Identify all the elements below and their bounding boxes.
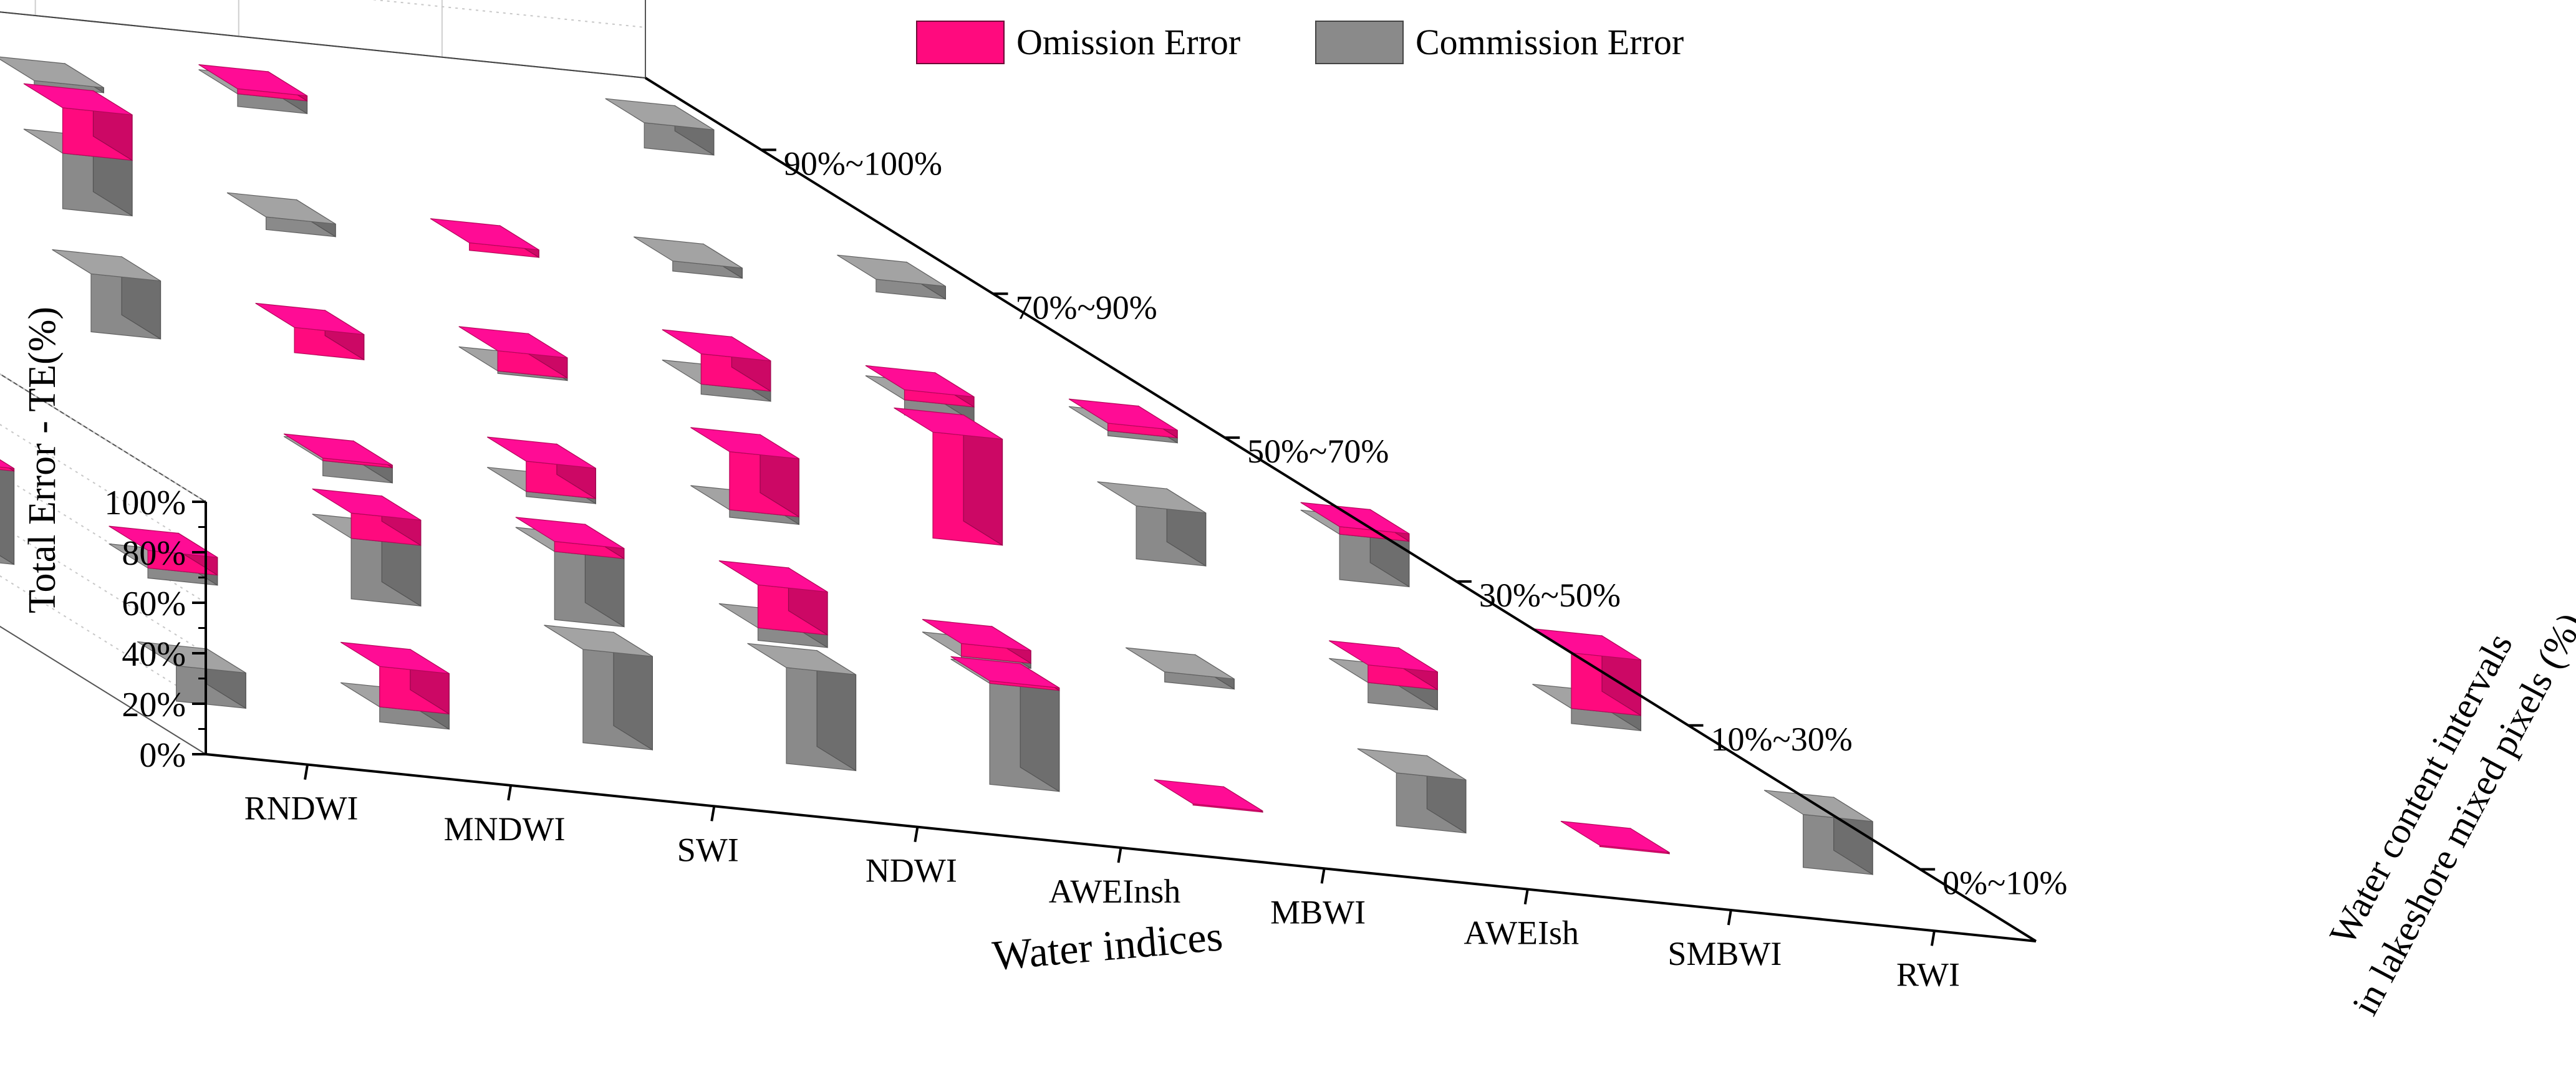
bar-omission-NDWI-2	[283, 433, 393, 469]
x-tick-label: RNDWI	[244, 790, 359, 827]
y-tick-label: 100%	[104, 484, 186, 522]
y-tick-label: 20%	[122, 686, 186, 724]
depth-tick-label: 0%~10%	[1942, 865, 2067, 902]
bar-omission-AWEIsh-4	[430, 218, 539, 259]
x-tick-label: RWI	[1896, 956, 1960, 993]
y-tick-label: 40%	[122, 635, 186, 674]
bar-omission-NDWI-1	[515, 517, 625, 560]
bar-omission-AWEIsh-3	[662, 329, 771, 392]
bar-commission-NDWI-3	[52, 249, 162, 340]
back-floor-line	[0, 11, 646, 79]
x-tick	[914, 827, 919, 842]
bar-omission-MBWI-0	[1154, 779, 1263, 813]
x-tick-label: MBWI	[1270, 893, 1366, 931]
x-tick	[710, 806, 716, 822]
bar-omission-SMBWI-3	[865, 365, 975, 408]
bar-commission-RWI-5	[605, 98, 715, 156]
bar-omission-AWEInsh-0	[950, 656, 1060, 691]
depth-tick-label: 90%~100%	[784, 145, 942, 182]
bar-commission-SWI-0	[544, 625, 654, 751]
y-axis-title: Total Error - TE(%)	[21, 307, 64, 613]
bar-commission-AWEIsh-0	[1357, 748, 1467, 834]
bar-omission-MNDWI-0	[340, 641, 450, 715]
bar-commission-RWI-4	[837, 254, 947, 300]
bar-omission-RWI-3	[1068, 398, 1178, 439]
bar-omission-RNDWI-1	[0, 459, 15, 472]
legend-item-omission: Omission Error	[916, 21, 1240, 64]
x-tick-label: NDWI	[866, 852, 957, 889]
bar-omission-SMBWI-0	[1560, 820, 1670, 855]
gridlines	[0, 0, 646, 704]
bar-commission-SMBWI-2	[1097, 481, 1207, 567]
x-tick-label: AWEInsh	[1049, 873, 1181, 910]
x-axis-title: Water indices	[990, 912, 1224, 979]
x-tick	[507, 785, 513, 801]
x-tick-label: SMBWI	[1667, 935, 1782, 972]
bar-commission-MBWI-4	[226, 192, 336, 237]
bar-omission-AWEInsh-3	[255, 302, 365, 361]
bar-omission-AWEIsh-2	[894, 407, 1003, 546]
grid-line-horizontal	[0, 373, 206, 502]
depth-tick-label: 50%~70%	[1247, 433, 1389, 470]
depth-tick-label: 10%~30%	[1711, 721, 1853, 758]
depth-tick-label: 70%~90%	[1016, 289, 1157, 326]
bar-omission-MBWI-2	[690, 427, 800, 518]
depth-axis-line	[644, 77, 2037, 942]
x-tick	[1727, 909, 1732, 926]
x-tick	[1523, 889, 1529, 904]
bar-omission-SMBWI-1	[1328, 640, 1438, 691]
bar-omission-AWEInsh-2	[486, 436, 596, 499]
bar-omission-RWI-2	[1300, 502, 1410, 542]
y-tick-label: 60%	[122, 585, 186, 623]
bars	[0, 56, 1873, 876]
legend: Omission Error Commission Error	[916, 21, 1684, 64]
bar-omission-SWI-1	[312, 488, 422, 547]
bar-omission-MNDWI-1	[109, 525, 218, 576]
bar-commission-RWI-0	[1763, 790, 1873, 876]
bar-omission-AWEInsh-1	[718, 560, 828, 636]
bar-omission-MBWI-3	[458, 326, 568, 379]
bar-omission-AWEIsh-5	[198, 64, 308, 102]
x-tick	[304, 764, 309, 780]
legend-label-commission: Commission Error	[1416, 22, 1684, 62]
y-tick-label: 0%	[139, 736, 186, 775]
legend-label-omission: Omission Error	[1016, 22, 1240, 62]
back-wall	[0, 0, 646, 79]
depth-axis-title-line2: in lakeshore mixed pixels (%)	[2344, 606, 2576, 1022]
x-tick	[1320, 868, 1326, 884]
bar-omission-MBWI-1	[922, 619, 1031, 664]
x-tick	[1117, 847, 1122, 863]
bar-omission-RWI-1	[1532, 628, 1641, 716]
bar-commission-NDWI-0	[747, 643, 857, 772]
axes: 0% 20% 40% 60% 80% 100% RNDWI MNDWI SWI NDWI AWEIn…	[0, 11, 2067, 993]
legend-item-commission: Commission Error	[1315, 21, 1684, 64]
y-tick-label: 80%	[122, 534, 186, 573]
x-tick-label: SWI	[677, 831, 739, 868]
bar-omission-AWEInsh-4	[23, 83, 133, 161]
legend-swatch-commission	[1315, 21, 1404, 64]
bar-commission-RNDWI-0	[137, 641, 246, 709]
bar-commission-AWEIsh-1	[1125, 647, 1235, 690]
x-tick	[1930, 931, 1936, 946]
x-tick-label: AWEIsh	[1464, 914, 1579, 952]
bar-commission-RNDWI-1	[0, 462, 15, 565]
x-tick-label: MNDWI	[444, 810, 566, 848]
bar-commission-SMBWI-4	[633, 236, 743, 279]
depth-tick-label: 30%~50%	[1479, 577, 1621, 614]
legend-swatch-omission	[916, 21, 1005, 64]
